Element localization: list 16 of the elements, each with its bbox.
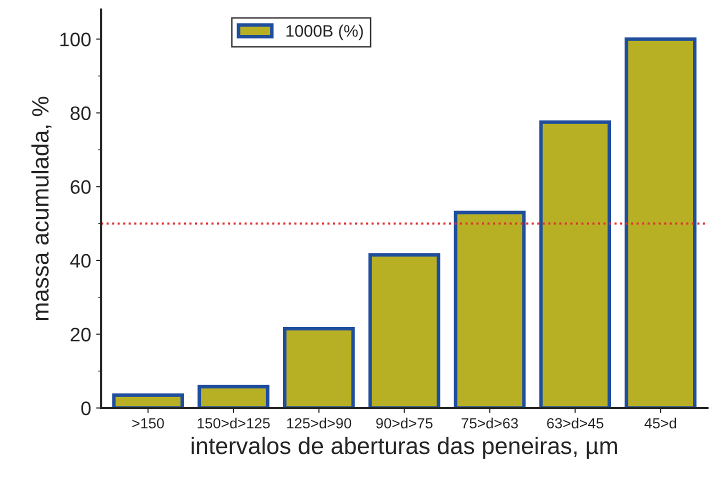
y-tick-label: 20 (70, 328, 91, 342)
y-tick-label: 100 (60, 32, 91, 46)
x-tick-label: 150>d>125 (198, 418, 270, 428)
x-tick-label: 90>d>75 (376, 418, 432, 428)
legend-label: 1000B (%) (286, 24, 363, 40)
y-tick-label: 40 (70, 254, 91, 268)
y-tick-label: 60 (70, 180, 91, 194)
y-axis-title: massa acumulada, % (31, 96, 52, 320)
x-tick-label: >150 (132, 418, 164, 428)
x-tick-label: 125>d>90 (287, 418, 352, 428)
x-tick-label: 45>d (644, 418, 676, 428)
x-axis-title: intervalos de aberturas das peneiras, µm (192, 436, 617, 459)
x-tick-label: 63>d>45 (547, 418, 604, 428)
x-tick-label: 75>d>63 (462, 418, 518, 428)
y-tick-label: 0 (81, 401, 91, 416)
y-tick-label: 80 (70, 106, 91, 120)
